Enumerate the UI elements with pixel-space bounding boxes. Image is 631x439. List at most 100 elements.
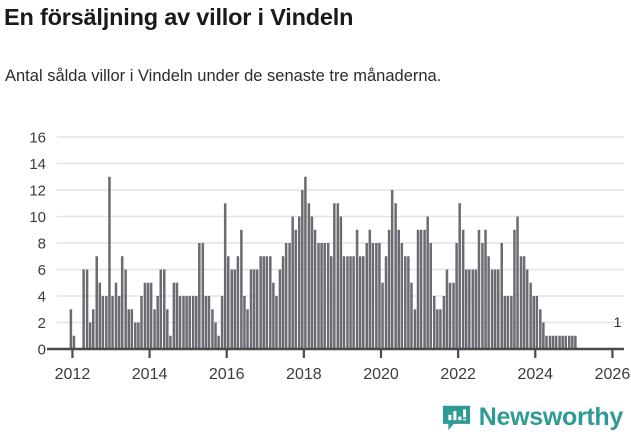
bar <box>146 282 150 349</box>
bar <box>85 269 89 349</box>
bar <box>442 296 446 349</box>
bar <box>558 335 561 349</box>
bar <box>211 309 214 349</box>
bar <box>574 335 577 349</box>
bar <box>307 203 311 349</box>
bar <box>384 256 388 349</box>
bar <box>143 282 147 349</box>
bar <box>297 216 301 349</box>
x-axis-tick-label: 2012 <box>55 366 91 383</box>
bar <box>69 309 73 349</box>
bar <box>375 243 378 349</box>
bar <box>352 256 355 349</box>
bar <box>124 269 127 349</box>
bar <box>188 296 191 349</box>
bar <box>284 243 288 349</box>
bar <box>564 335 568 349</box>
bar <box>484 229 487 349</box>
bar <box>471 269 475 349</box>
bar <box>294 229 298 349</box>
bar <box>220 296 224 349</box>
bar <box>182 296 185 349</box>
bar <box>490 269 494 349</box>
bar <box>468 269 471 349</box>
bar <box>134 322 137 349</box>
brand-name: Newsworthy <box>478 403 624 431</box>
bar <box>227 256 230 349</box>
bar <box>458 203 461 349</box>
bar <box>252 269 256 349</box>
footer-branding: Newsworthy <box>442 403 623 432</box>
x-axis-tick-label: 2020 <box>363 366 399 383</box>
bar <box>423 229 426 349</box>
bar <box>201 243 205 349</box>
bar <box>387 229 391 349</box>
bar <box>551 335 555 349</box>
bar <box>497 269 500 349</box>
bar <box>275 296 278 349</box>
bar <box>339 216 343 349</box>
bar <box>120 256 124 349</box>
y-axis-tick-label: 14 <box>29 156 46 173</box>
bar <box>397 229 400 349</box>
bar <box>178 296 182 349</box>
bar <box>426 216 429 349</box>
y-axis-tick-label: 6 <box>38 262 46 279</box>
bar <box>153 309 156 349</box>
bar <box>381 282 384 349</box>
y-axis-tick-label: 16 <box>29 130 46 147</box>
bar <box>320 243 323 349</box>
bar <box>236 256 240 349</box>
x-axis-tick-label: 2016 <box>209 366 245 383</box>
bar-chart-speech-bubble-icon <box>442 405 470 431</box>
bar <box>452 282 455 349</box>
bar <box>310 216 314 349</box>
y-axis-tick-label: 10 <box>29 209 46 226</box>
page-title: En försäljning av villor i Vindeln <box>4 4 354 30</box>
x-axis-tick-label: 2018 <box>286 366 322 383</box>
bar <box>82 269 85 349</box>
bar <box>525 269 529 349</box>
bar <box>288 243 291 349</box>
x-axis-tick-label: 2014 <box>132 366 168 383</box>
bar <box>410 282 413 349</box>
bar <box>500 243 503 349</box>
bar <box>214 322 217 349</box>
bar <box>506 296 510 349</box>
bar-value-label: 1 <box>614 314 622 330</box>
bar <box>545 335 548 349</box>
bar <box>529 282 532 349</box>
bar <box>175 282 179 349</box>
bar <box>95 256 98 349</box>
bar <box>149 282 153 349</box>
bar <box>503 296 507 349</box>
bar <box>313 229 317 349</box>
bar <box>522 256 526 349</box>
bar <box>304 176 307 349</box>
bar <box>243 296 246 349</box>
y-axis-tick-label: 8 <box>38 236 46 253</box>
bar <box>455 243 458 349</box>
bar <box>342 256 346 349</box>
bar <box>259 256 262 349</box>
bar <box>162 269 166 349</box>
chart-container: 0 2 4 6 8 10 12 14 16 2012 2014 2016 2018 2020 2022 202… <box>0 126 631 394</box>
bar <box>542 322 545 349</box>
bar <box>439 309 442 349</box>
bar <box>246 309 249 349</box>
bar <box>217 335 220 349</box>
bar <box>159 269 163 349</box>
bar <box>329 256 333 349</box>
bar <box>349 256 352 349</box>
bar <box>371 243 375 349</box>
bar <box>481 243 484 349</box>
bar <box>185 296 188 349</box>
bar <box>249 269 253 349</box>
bar <box>346 256 349 349</box>
bar <box>445 269 449 349</box>
bar <box>554 335 558 349</box>
bar <box>477 229 481 349</box>
bar <box>519 256 523 349</box>
bar <box>365 243 368 349</box>
